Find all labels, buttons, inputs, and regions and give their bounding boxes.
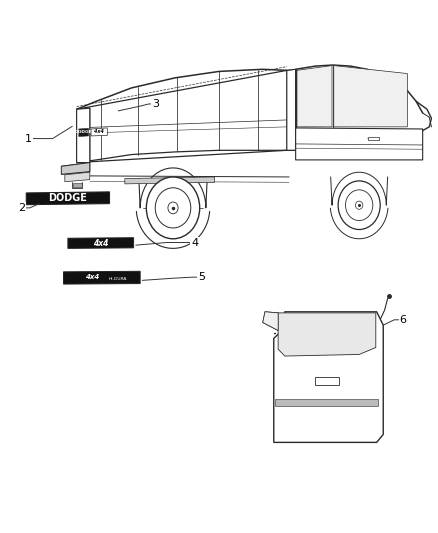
Polygon shape	[275, 399, 378, 406]
Text: 1: 1	[25, 134, 32, 143]
Polygon shape	[61, 163, 90, 174]
Ellipse shape	[346, 190, 373, 221]
Text: DODGE: DODGE	[75, 131, 92, 134]
Text: 4x4: 4x4	[85, 274, 99, 280]
Polygon shape	[296, 128, 423, 160]
Ellipse shape	[168, 202, 178, 214]
Text: 5: 5	[198, 272, 205, 282]
Bar	[315, 377, 339, 385]
Polygon shape	[68, 238, 134, 248]
Text: HI-DURA: HI-DURA	[109, 277, 127, 281]
Polygon shape	[73, 183, 82, 187]
Polygon shape	[79, 128, 88, 136]
Polygon shape	[26, 192, 110, 205]
Polygon shape	[278, 313, 376, 356]
Polygon shape	[77, 108, 90, 163]
Bar	[368, 137, 379, 140]
Polygon shape	[287, 69, 296, 150]
Polygon shape	[64, 271, 140, 284]
Text: 3: 3	[152, 99, 159, 109]
Polygon shape	[334, 66, 407, 127]
Polygon shape	[297, 66, 332, 127]
Polygon shape	[77, 70, 287, 163]
Text: 4x4: 4x4	[94, 129, 104, 134]
Ellipse shape	[146, 177, 200, 239]
Ellipse shape	[338, 181, 380, 230]
Polygon shape	[125, 177, 215, 184]
Text: 4: 4	[191, 238, 198, 247]
Ellipse shape	[155, 188, 191, 228]
Polygon shape	[91, 128, 107, 136]
Text: 6: 6	[399, 315, 406, 325]
Text: 2: 2	[18, 203, 25, 213]
Polygon shape	[263, 312, 278, 330]
Ellipse shape	[356, 201, 363, 209]
Text: 4x4: 4x4	[93, 239, 109, 247]
Polygon shape	[274, 312, 383, 442]
Text: DODGE: DODGE	[49, 193, 87, 203]
Polygon shape	[65, 172, 90, 182]
